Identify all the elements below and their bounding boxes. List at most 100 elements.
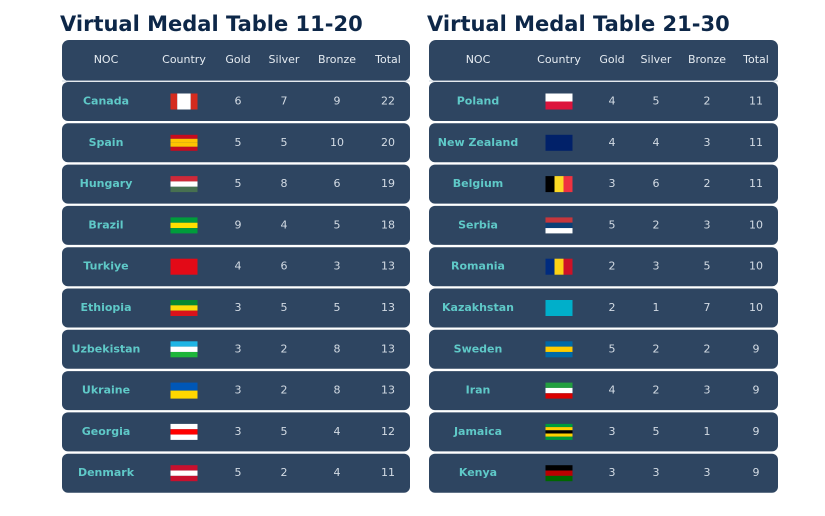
silver-count: 6: [653, 177, 660, 190]
flag-stripe: [170, 434, 198, 440]
flag-stripe: [170, 470, 198, 476]
silver-count: 4: [653, 136, 660, 149]
bronze-count: 6: [334, 177, 341, 190]
column-header: Bronze: [688, 53, 726, 66]
gold-count: 4: [235, 260, 242, 273]
silver-count: 1: [653, 301, 660, 314]
flag-stripe: [170, 346, 198, 352]
total-count: 11: [381, 466, 395, 479]
flag-stripe: [170, 310, 198, 316]
table-row: [429, 329, 778, 369]
flag-stripe: [177, 93, 184, 110]
header-row: [62, 40, 410, 81]
bronze-count: 3: [704, 466, 711, 479]
table-row: [429, 205, 778, 245]
bronze-count: 2: [704, 177, 711, 190]
flag-stripe: [554, 258, 564, 275]
silver-count: 2: [281, 342, 288, 355]
flag-stripe: [545, 258, 555, 275]
gold-count: 2: [609, 260, 616, 273]
silver-count: 8: [281, 177, 288, 190]
table-title: Virtual Medal Table 21-30: [427, 12, 730, 36]
flag-stripe: [170, 222, 198, 229]
gold-count: 3: [609, 425, 616, 438]
flag-stripe: [563, 176, 573, 193]
table-row: [62, 205, 410, 245]
table-row: [62, 329, 410, 369]
total-count: 18: [381, 218, 395, 231]
silver-count: 5: [653, 425, 660, 438]
silver-count: 3: [653, 466, 660, 479]
flag-stripe: [170, 390, 198, 399]
flag-stripe: [545, 300, 573, 316]
flag-stripe: [545, 465, 573, 471]
flag-stripe: [545, 93, 573, 102]
column-header: Total: [374, 53, 401, 66]
table-row: [429, 247, 778, 287]
flag-stripe: [190, 93, 198, 110]
silver-count: 2: [653, 342, 660, 355]
bronze-count: 3: [334, 260, 341, 273]
flag-stripe: [545, 387, 573, 394]
total-count: 22: [381, 95, 395, 108]
flag-stripe: [545, 101, 573, 110]
column-header: Country: [162, 53, 206, 66]
flag-stripe: [170, 258, 198, 275]
flag-stripe: [545, 430, 573, 434]
gold-count: 3: [609, 466, 616, 479]
total-count: 9: [753, 425, 760, 438]
flag-stripe: [545, 346, 573, 352]
column-header: Country: [537, 53, 581, 66]
flag-stripe: [170, 341, 198, 347]
bronze-count: 3: [704, 384, 711, 397]
gold-count: 3: [235, 384, 242, 397]
flag-stripe: [545, 423, 573, 428]
flag-stripe: [170, 217, 198, 223]
flag-stripe: [545, 228, 573, 234]
gold-count: 3: [235, 301, 242, 314]
total-count: 13: [381, 384, 395, 397]
total-count: 10: [749, 301, 763, 314]
flag-stripe: [170, 465, 198, 471]
silver-count: 4: [281, 218, 288, 231]
bronze-count: 3: [704, 218, 711, 231]
table-row: [62, 453, 410, 493]
column-header: Total: [742, 53, 769, 66]
table-title: Virtual Medal Table 11-20: [60, 12, 363, 36]
noc-name: Turkiye: [83, 260, 128, 273]
flag-stripe: [170, 93, 178, 110]
gold-count: 5: [235, 177, 242, 190]
table-row: [62, 123, 410, 163]
flag-stripe: [170, 138, 198, 143]
gold-count: 6: [235, 95, 242, 108]
table-row: [429, 123, 778, 163]
flag-stripe: [170, 228, 198, 234]
table-row: [429, 164, 778, 204]
noc-name: Iran: [466, 384, 491, 397]
silver-count: 5: [653, 95, 660, 108]
gold-count: 3: [235, 342, 242, 355]
total-count: 11: [749, 136, 763, 149]
noc-name: Ukraine: [82, 384, 130, 397]
flag-stripe: [545, 351, 573, 358]
silver-count: 5: [281, 301, 288, 314]
flag-stripe: [170, 142, 198, 147]
silver-count: 2: [653, 218, 660, 231]
flag-stripe: [545, 433, 573, 437]
gold-count: 3: [609, 177, 616, 190]
flag-stripe: [170, 475, 198, 482]
flag-stripe: [563, 258, 573, 275]
bronze-count: 3: [704, 136, 711, 149]
gold-count: 4: [609, 95, 616, 108]
bronze-count: 8: [334, 342, 341, 355]
total-count: 10: [749, 218, 763, 231]
table-row: [62, 164, 410, 204]
bronze-count: 2: [704, 342, 711, 355]
flag-stripe: [545, 382, 573, 388]
gold-count: 4: [609, 384, 616, 397]
flag-stripe: [170, 305, 198, 311]
flag-stripe: [545, 475, 573, 482]
flag-stripe: [545, 134, 573, 151]
gold-count: 3: [235, 425, 242, 438]
noc-name: Poland: [457, 95, 500, 108]
